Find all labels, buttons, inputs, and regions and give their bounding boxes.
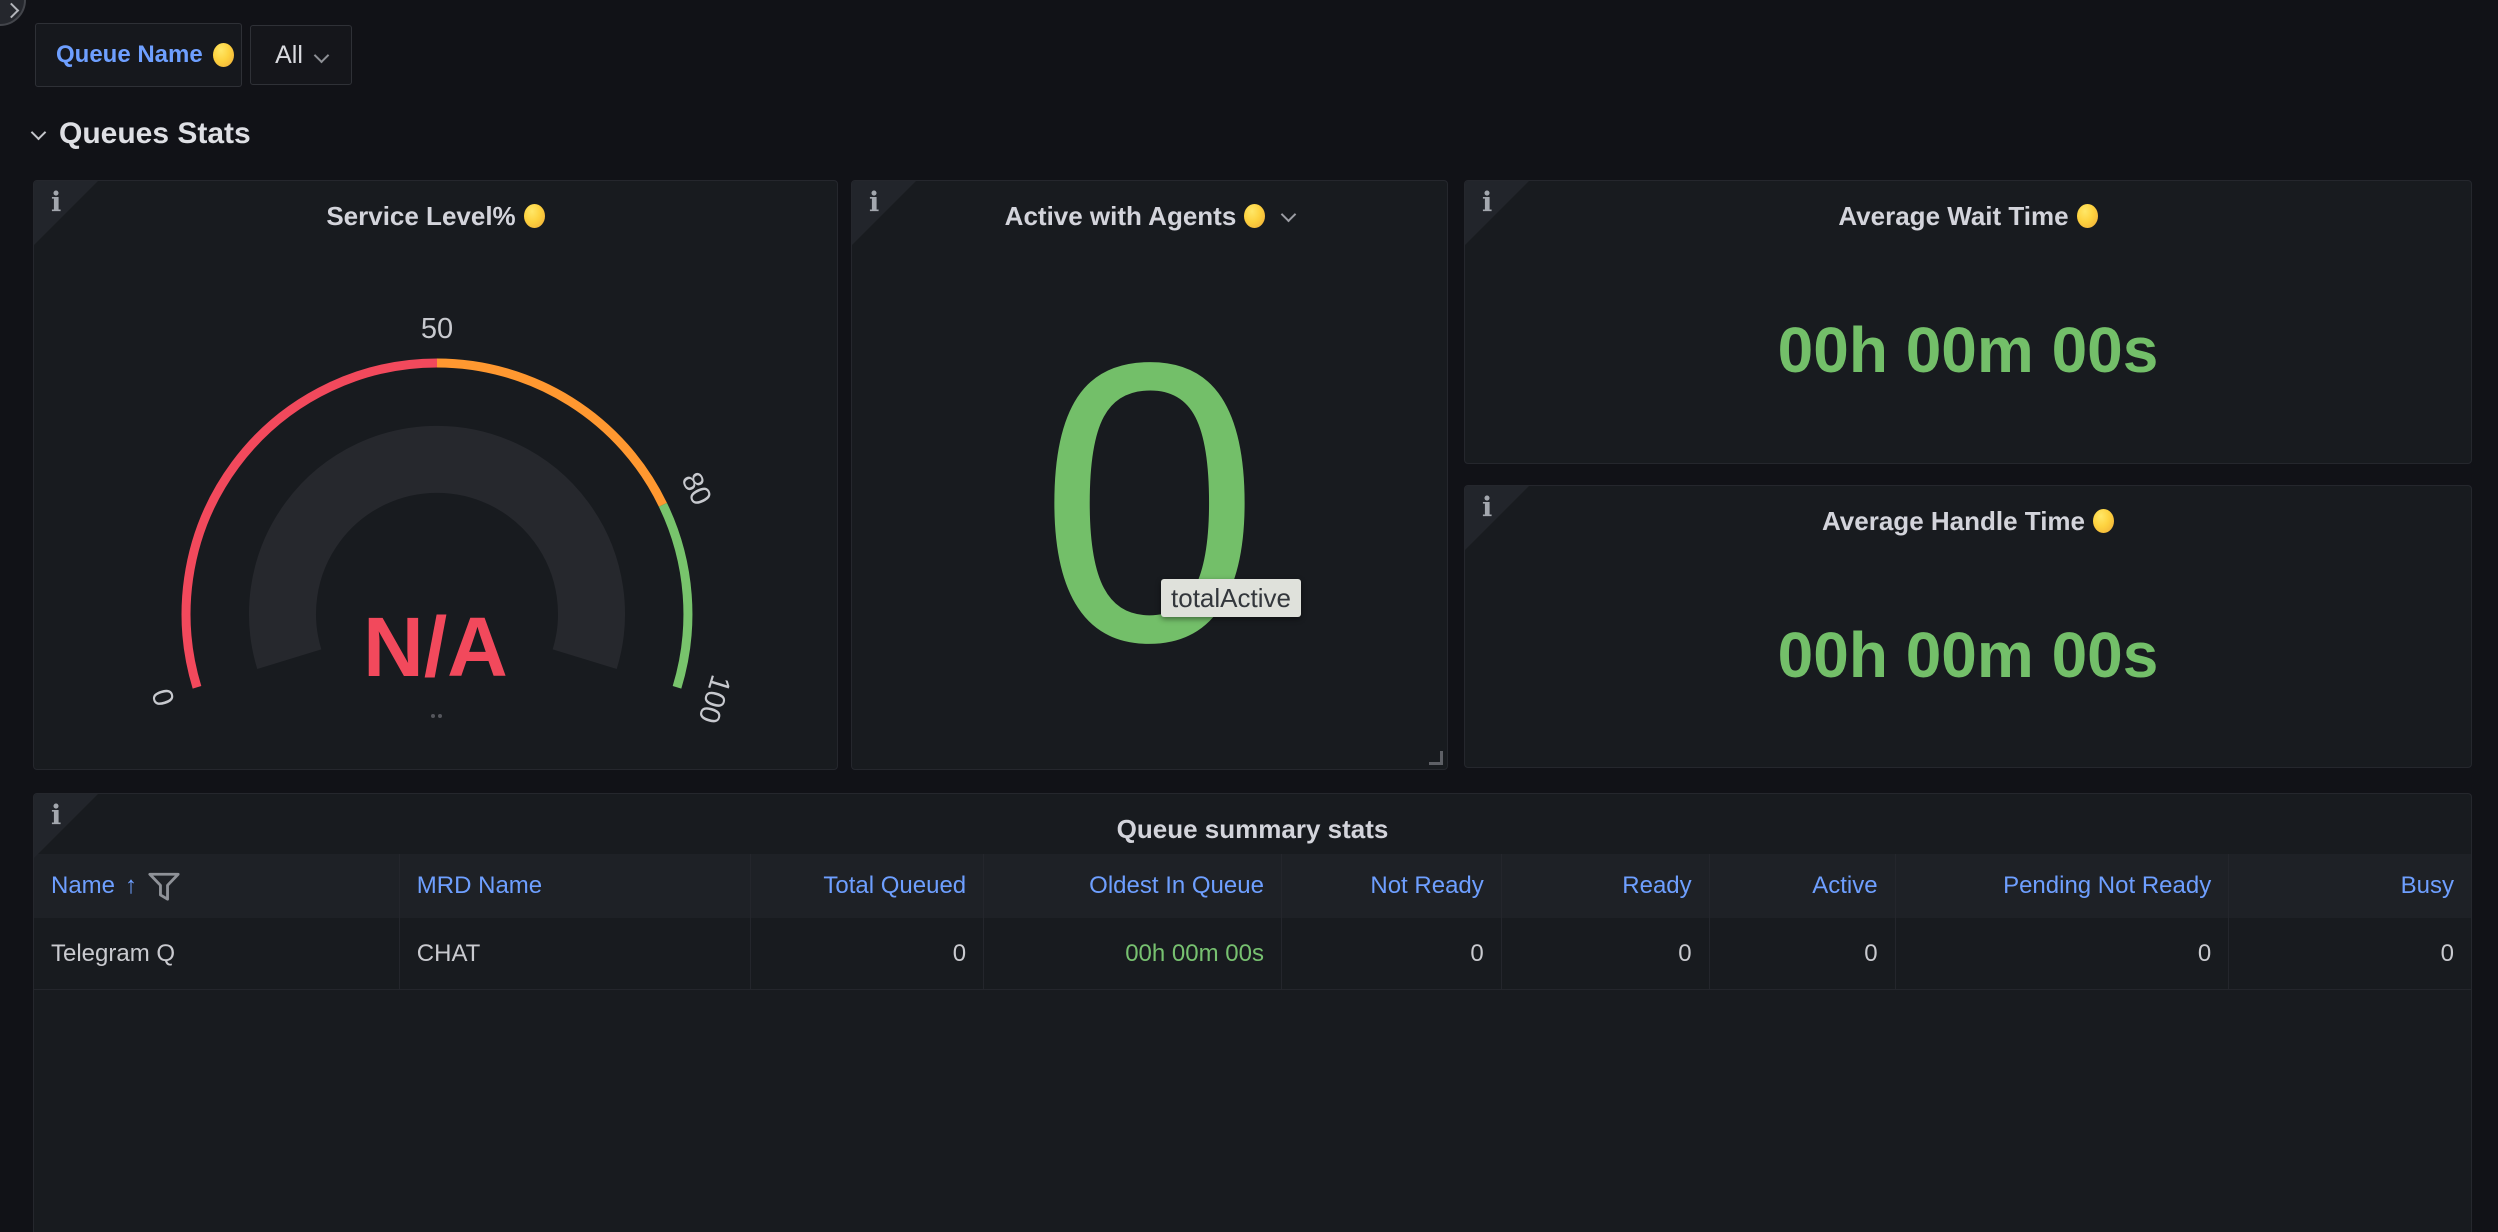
gauge-tick-dot bbox=[431, 714, 435, 718]
series-tooltip: totalActive bbox=[1161, 579, 1301, 617]
yellow-circle-emoji bbox=[2076, 204, 2098, 228]
yellow-circle-emoji bbox=[523, 204, 545, 228]
panel-active-with-agents: i Active with Agents 0 totalActive bbox=[851, 180, 1448, 770]
cell-pending-not-ready: 0 bbox=[1895, 918, 2230, 990]
panel-average-wait-time: i Average Wait Time 00h 00m 00s bbox=[1464, 180, 2472, 464]
cell-total-queued: 0 bbox=[751, 918, 985, 990]
stat-value-wrap: 0 bbox=[852, 237, 1447, 769]
chevron-right-icon bbox=[3, 2, 20, 19]
variable-label-queue-name: Queue Name bbox=[35, 23, 242, 87]
chevron-down-icon bbox=[30, 124, 47, 140]
panel-info-corner[interactable] bbox=[852, 181, 916, 245]
gauge-mid-label: 50 bbox=[421, 313, 453, 345]
filter-funnel-icon[interactable] bbox=[147, 871, 181, 903]
panel-title-service-level[interactable]: Service Level% bbox=[98, 191, 773, 241]
info-icon: i bbox=[1482, 492, 1493, 523]
variable-value-dropdown[interactable]: All bbox=[250, 25, 352, 85]
stat-value-wrap: 00h 00m 00s bbox=[1465, 542, 2471, 767]
panel-title-active-with-agents[interactable]: Active with Agents bbox=[916, 191, 1383, 241]
panel-queue-summary-stats: i Queue summary stats Name ↑ MRD Name To… bbox=[33, 793, 2472, 1232]
panel-info-corner[interactable] bbox=[1465, 486, 1529, 550]
column-header-name[interactable]: Name ↑ bbox=[34, 854, 400, 918]
cell-active: 0 bbox=[1709, 918, 1896, 990]
info-icon: i bbox=[51, 800, 62, 831]
section-queues-stats[interactable]: Queues Stats bbox=[30, 116, 251, 152]
gauge-chart: 0 50 80 100 bbox=[146, 313, 736, 727]
info-icon: i bbox=[1482, 187, 1493, 218]
yellow-circle-emoji bbox=[2093, 509, 2114, 533]
cell-ready: 0 bbox=[1501, 918, 1710, 990]
column-header-ready[interactable]: Ready bbox=[1501, 854, 1710, 918]
column-header-active[interactable]: Active bbox=[1709, 854, 1896, 918]
panel-info-corner[interactable] bbox=[1465, 181, 1529, 245]
gauge-tick-dot bbox=[438, 714, 442, 718]
chevron-down-icon bbox=[313, 47, 330, 63]
variable-label-text: Queue Name bbox=[56, 41, 203, 68]
variable-value-text: All bbox=[275, 40, 303, 69]
cell-busy: 0 bbox=[2229, 918, 2471, 990]
panel-info-corner[interactable] bbox=[34, 181, 98, 245]
gauge-threshold-green bbox=[658, 502, 693, 689]
section-title: Queues Stats bbox=[59, 117, 251, 150]
cell-oldest-in-queue: 00h 00m 00s bbox=[984, 918, 1282, 990]
column-header-mrd-name[interactable]: MRD Name bbox=[399, 854, 752, 918]
gauge-threshold-red bbox=[181, 358, 438, 689]
gauge-threshold-orange bbox=[436, 358, 667, 507]
gauge-trough-arc bbox=[249, 425, 625, 669]
panel-average-handle-time: i Average Handle Time 00h 00m 00s bbox=[1464, 485, 2472, 768]
column-header-total-queued[interactable]: Total Queued bbox=[751, 854, 985, 918]
info-icon: i bbox=[869, 187, 880, 218]
stat-value: 0 bbox=[1038, 281, 1261, 725]
panel-title-queue-summary[interactable]: Queue summary stats bbox=[1116, 813, 1389, 844]
info-icon: i bbox=[51, 187, 62, 218]
panel-info-corner[interactable] bbox=[34, 794, 98, 858]
column-header-oldest-in-queue[interactable]: Oldest In Queue bbox=[984, 854, 1282, 918]
panel-title-average-wait-time[interactable]: Average Wait Time bbox=[1529, 191, 2407, 241]
panel-resize-handle[interactable] bbox=[1429, 751, 1443, 765]
yellow-circle-emoji bbox=[212, 43, 234, 67]
stat-value: 00h 00m 00s bbox=[1777, 618, 2159, 691]
stat-value-wrap: 00h 00m 00s bbox=[1465, 237, 2471, 463]
cell-mrd-name: CHAT bbox=[399, 918, 752, 990]
gauge-threshold-label: 80 bbox=[675, 467, 718, 510]
sidebar-toggle-button[interactable] bbox=[0, 0, 26, 26]
column-header-not-ready[interactable]: Not Ready bbox=[1281, 854, 1502, 918]
gauge-value: N/A bbox=[363, 600, 508, 694]
sort-ascending-icon: ↑ bbox=[125, 872, 138, 899]
yellow-circle-emoji bbox=[1244, 204, 1266, 228]
series-tooltip-text: totalActive bbox=[1171, 582, 1291, 613]
panel-title-average-handle-time[interactable]: Average Handle Time bbox=[1529, 496, 2407, 546]
queue-summary-table: Name ↑ MRD Name Total Queued Oldest In Q… bbox=[34, 854, 2471, 990]
cell-name: Telegram Q bbox=[34, 918, 400, 990]
panel-menu-chevron-icon[interactable] bbox=[1281, 206, 1297, 222]
panel-service-level: i Service Level% 0 50 80 100 N/A bbox=[33, 180, 838, 770]
column-header-busy[interactable]: Busy bbox=[2229, 854, 2471, 918]
cell-not-ready: 0 bbox=[1281, 918, 1502, 990]
stat-value: 00h 00m 00s bbox=[1777, 314, 2159, 386]
column-header-pending-not-ready[interactable]: Pending Not Ready bbox=[1895, 854, 2230, 918]
